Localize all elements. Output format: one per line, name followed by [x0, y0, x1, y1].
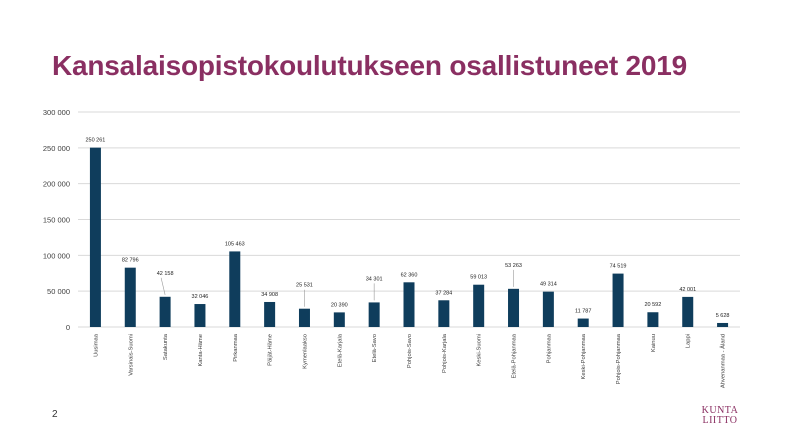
x-tick-label: Pohjanmaa — [546, 333, 552, 363]
x-tick-label: Pirkanmaa — [233, 333, 239, 361]
y-tick-label: 100 000 — [43, 251, 70, 260]
data-label: 250 261 — [85, 138, 105, 144]
bar — [717, 322, 729, 327]
bar — [647, 312, 659, 327]
x-tick-label: Kainuu — [651, 334, 657, 352]
bar — [438, 300, 450, 327]
data-label: 37 284 — [435, 290, 452, 296]
data-label: 20 390 — [331, 302, 348, 308]
x-tick-label: Keski-Suomi — [477, 334, 483, 367]
bar — [333, 312, 345, 327]
x-tick-label: Varsinais-Suomi — [128, 334, 134, 376]
data-label: 74 519 — [610, 264, 627, 270]
bar — [542, 291, 554, 327]
data-label: 25 531 — [296, 283, 313, 289]
x-tick-label: Ahvenanmaa - Åland — [720, 334, 727, 388]
x-tick-label: Pohjois-Karjala — [442, 333, 448, 373]
x-tick-label: Kymenlaakso — [302, 334, 308, 369]
x-tick-label: Etelä-Karjala — [337, 333, 343, 367]
logo-line-2: LIITTO — [702, 415, 738, 426]
data-label: 53 263 — [505, 263, 522, 269]
kuntaliitto-logo: KUNTA LIITTO — [698, 406, 742, 426]
bar — [194, 304, 206, 327]
bar — [264, 301, 276, 327]
bar — [403, 282, 415, 327]
bar — [159, 296, 171, 327]
leader-line — [160, 277, 166, 295]
bar — [508, 288, 520, 327]
x-tick-label: Uusimaa — [93, 333, 99, 357]
bar — [298, 308, 310, 327]
data-label: 5 628 — [716, 313, 730, 319]
bar — [612, 273, 624, 327]
y-tick-label: 0 — [66, 323, 70, 332]
bar — [89, 147, 101, 327]
data-label: 59 013 — [470, 275, 487, 281]
data-label: 42 001 — [679, 287, 696, 293]
data-label: 82 796 — [122, 258, 139, 264]
y-tick-label: 50 000 — [47, 287, 70, 296]
x-tick-label: Satakunta — [163, 333, 169, 360]
data-label: 11 787 — [575, 309, 591, 315]
y-tick-label: 300 000 — [43, 108, 70, 117]
data-label: 105 463 — [225, 241, 245, 247]
data-label: 34 908 — [261, 292, 278, 298]
bar — [229, 251, 241, 327]
data-label: 32 046 — [192, 294, 209, 300]
logo-line-1: KUNTA — [701, 405, 739, 416]
x-tick-label: Päijät-Häme — [268, 334, 274, 366]
x-tick-label: Etelä-Pohjanmaa — [512, 333, 518, 378]
bar — [682, 296, 694, 327]
data-label: 20 592 — [644, 302, 661, 308]
x-tick-label: Keski-Pohjanmaa — [581, 333, 587, 379]
data-label: 62 360 — [401, 272, 418, 278]
data-label: 42 158 — [157, 271, 174, 277]
x-tick-label: Pohjois-Savo — [407, 334, 413, 368]
data-label: 49 314 — [540, 282, 557, 288]
y-tick-label: 200 000 — [43, 180, 70, 189]
y-tick-label: 150 000 — [43, 216, 70, 225]
bar — [368, 302, 380, 327]
bar — [473, 284, 485, 327]
x-tick-label: Kanta-Häme — [198, 334, 204, 367]
bar — [577, 318, 589, 327]
data-label: 34 301 — [366, 276, 383, 282]
x-tick-label: Lappi — [686, 334, 692, 348]
page-number: 2 — [52, 409, 58, 420]
bar — [124, 267, 136, 327]
x-tick-label: Pohjois-Pohjanmaa — [616, 333, 622, 384]
page-title: Kansalaisopistokoulutukseen osallistunee… — [52, 50, 688, 81]
x-tick-label: Etelä-Savo — [372, 334, 378, 362]
y-tick-label: 250 000 — [43, 144, 70, 153]
